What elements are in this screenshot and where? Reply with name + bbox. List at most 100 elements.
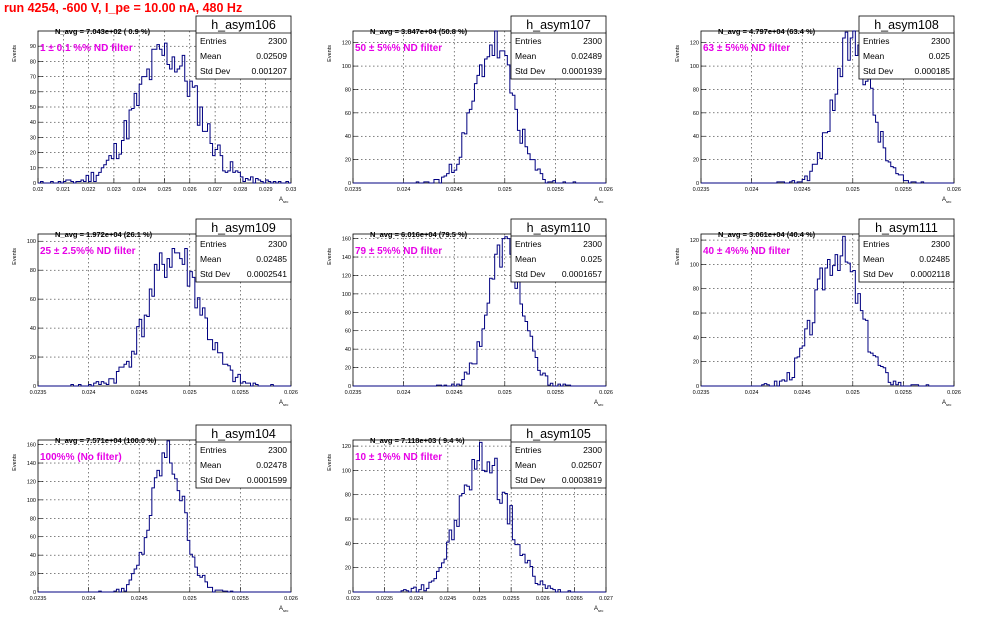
x-tick-label: 0.0255 (895, 390, 912, 396)
y-tick-label: 120 (342, 41, 351, 47)
navg-label: N_avg = 4.797e+04 (63.4 %) (718, 27, 816, 36)
y-tick-label: 100 (342, 468, 351, 474)
filter-label: 25 ± 2.5%% ND filter (40, 246, 136, 257)
stats-value: 0.02485 (256, 254, 287, 264)
filter-label: 1 ± 0.1 %% ND filter (40, 43, 133, 54)
stats-value: 0.000185 (915, 66, 951, 76)
x-tick-label: 0.023 (107, 187, 121, 193)
histogram-name: h_asym111 (875, 221, 938, 235)
stats-label: Mean (200, 51, 222, 61)
x-tick-label: 0.0255 (547, 390, 564, 396)
x-tick-label: 0.0245 (131, 596, 148, 602)
histogram-series (38, 247, 291, 387)
y-tick-label: 160 (27, 443, 36, 449)
stats-label: Std Dev (200, 66, 231, 76)
histogram-series (38, 42, 291, 184)
stats-label: Std Dev (200, 475, 231, 485)
stats-box (510, 218, 607, 283)
y-tick-label: 120 (690, 238, 699, 244)
x-tick-label: 0.026 (183, 187, 197, 193)
run-title: run 4254, -600 V, I_pe = 10.00 nA, 480 H… (4, 1, 243, 15)
histogram-series (353, 30, 606, 184)
y-tick-label: 20 (345, 158, 351, 164)
y-tick-label: 40 (345, 134, 351, 140)
stats-box (510, 424, 607, 489)
x-tick-label: 0.0235 (693, 390, 710, 396)
histogram-name: h_asym107 (526, 18, 591, 32)
x-tick-label: 0.025 (846, 390, 860, 396)
x-tick-label: 0.0245 (794, 390, 811, 396)
filter-label: 79 ± 5%% ND filter (355, 246, 442, 257)
histogram-series (701, 30, 954, 184)
y-tick-label: 160 (342, 237, 351, 243)
x-tick-label: 0.026 (536, 596, 550, 602)
x-tick-label: 0.026 (599, 187, 613, 193)
y-axis-title: Events (327, 454, 333, 471)
x-tick-label: 0.025 (498, 390, 512, 396)
stats-label: Entries (515, 239, 541, 249)
y-tick-label: 0 (33, 590, 36, 596)
stats-label: Mean (515, 460, 537, 470)
stats-box (858, 15, 955, 80)
navg-label: N_avg = 7.118e+03 ( 9.4 %) (370, 436, 465, 445)
stats-value: 2300 (268, 445, 287, 455)
x-tick-label: 0.0235 (345, 187, 362, 193)
stats-value: 0.02509 (256, 51, 287, 61)
stats-value: 0.0001939 (562, 66, 602, 76)
y-tick-label: 100 (342, 292, 351, 298)
stats-label: Std Dev (200, 269, 231, 279)
x-tick-label: 0.027 (208, 187, 222, 193)
x-axis-title: Asrc (942, 400, 951, 407)
x-tick-label: 0.024 (745, 187, 759, 193)
stats-value: 0.02489 (571, 51, 602, 61)
y-tick-label: 40 (345, 347, 351, 353)
x-tick-label: 0.0255 (232, 390, 249, 396)
stats-label: Mean (200, 254, 222, 264)
x-tick-label: 0.027 (599, 596, 613, 602)
y-tick-label: 100 (342, 64, 351, 70)
y-tick-label: 140 (27, 461, 36, 467)
y-tick-label: 80 (693, 87, 699, 93)
stats-label: Entries (200, 445, 226, 455)
x-tick-label: 0.0265 (566, 596, 583, 602)
x-tick-label: 0.0245 (131, 390, 148, 396)
histogram-panel-h_asym111: 0.0235 0.024 0.0245 0.025 0.0255 0.026 0 20 40 60… (675, 218, 961, 407)
histogram-name: h_asym110 (527, 221, 591, 235)
histogram-series (701, 235, 954, 387)
y-tick-label: 100 (27, 498, 36, 504)
stats-value: 0.0002541 (247, 269, 287, 279)
y-tick-label: 80 (693, 287, 699, 293)
y-tick-label: 60 (345, 111, 351, 117)
y-tick-label: 20 (693, 360, 699, 366)
x-tick-label: 0.0235 (30, 390, 47, 396)
y-tick-label: 40 (693, 335, 699, 341)
stats-value: 0.02478 (256, 460, 287, 470)
x-tick-label: 0.022 (82, 187, 96, 193)
y-tick-label: 0 (696, 384, 699, 390)
stats-value: 2300 (931, 239, 950, 249)
y-tick-label: 90 (30, 44, 36, 50)
x-tick-label: 0.029 (259, 187, 273, 193)
y-tick-label: 0 (33, 384, 36, 390)
x-tick-label: 0.025 (183, 390, 197, 396)
y-tick-label: 60 (30, 90, 36, 96)
stats-label: Mean (863, 254, 885, 264)
x-tick-label: 0.026 (284, 390, 298, 396)
y-axis-title: Events (675, 248, 681, 265)
histogram-panel-h_asym106: 0.02 0.021 0.022 0.023 0.024 0.025 0.026 0.027 0… (12, 15, 296, 204)
filter-label: 50 ± 5%% ND filter (355, 43, 442, 54)
stats-label: Std Dev (515, 475, 546, 485)
y-tick-label: 40 (30, 553, 36, 559)
x-tick-label: 0.0255 (895, 187, 912, 193)
y-tick-label: 120 (27, 479, 36, 485)
histogram-panel-h_asym104: 0.0235 0.024 0.0245 0.025 0.0255 0.026 0 20 40 60… (12, 424, 298, 613)
x-tick-label: 0.024 (397, 187, 411, 193)
x-tick-label: 0.024 (409, 596, 423, 602)
y-tick-label: 20 (345, 566, 351, 572)
y-tick-label: 40 (693, 134, 699, 140)
stats-label: Mean (515, 51, 537, 61)
filter-label: 10 ± 1%% ND filter (355, 452, 442, 463)
stats-box (195, 424, 292, 489)
histogram-series (38, 440, 291, 593)
stats-value: 0.0002118 (910, 269, 950, 279)
